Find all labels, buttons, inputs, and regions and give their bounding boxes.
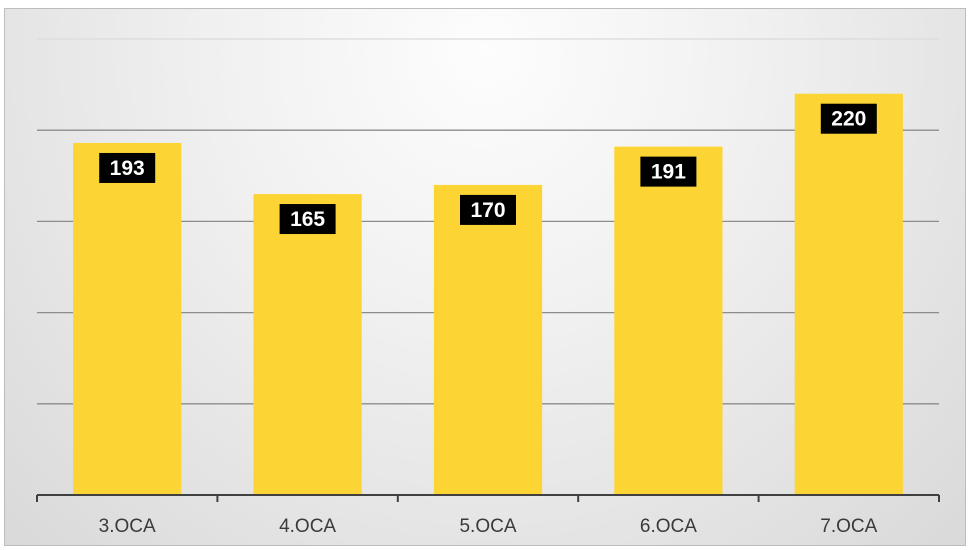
data-label: 191 — [651, 161, 686, 184]
bar-5-oca — [433, 184, 543, 496]
x-tick-label: 5.OCA — [459, 516, 516, 537]
x-axis: 3.OCA 4.OCA 5.OCA 6.OCA 7.OCA — [36, 494, 940, 537]
bar-6-oca — [614, 146, 723, 495]
data-label: 220 — [831, 108, 866, 131]
x-tick-label: 7.OCA — [820, 516, 877, 537]
bar-4-oca — [253, 194, 362, 496]
data-label: 170 — [470, 199, 505, 222]
data-label-box — [460, 194, 516, 225]
data-label-box — [820, 103, 877, 134]
x-tick-label: 6.OCA — [640, 516, 697, 537]
data-label-box — [640, 156, 697, 187]
x-tick-label: 4.OCA — [279, 516, 336, 537]
bar-7-oca — [794, 93, 903, 495]
bar-3-oca — [73, 142, 182, 495]
data-label-box — [279, 204, 336, 235]
bar-chart: 193 165 170 191 220 3.OCA 4.OCA 5.OCA 6.OCA 7.OC… — [36, 38, 940, 537]
data-label: 193 — [110, 157, 145, 180]
bars — [73, 93, 903, 496]
data-label: 165 — [290, 208, 325, 231]
x-tick-label: 3.OCA — [99, 516, 156, 537]
data-label-box — [99, 152, 156, 183]
chart-frame: 193 165 170 191 220 3.OCA 4.OCA 5.OCA 6.OCA 7.OC… — [4, 8, 966, 546]
data-labels: 193 165 170 191 220 — [99, 103, 877, 235]
